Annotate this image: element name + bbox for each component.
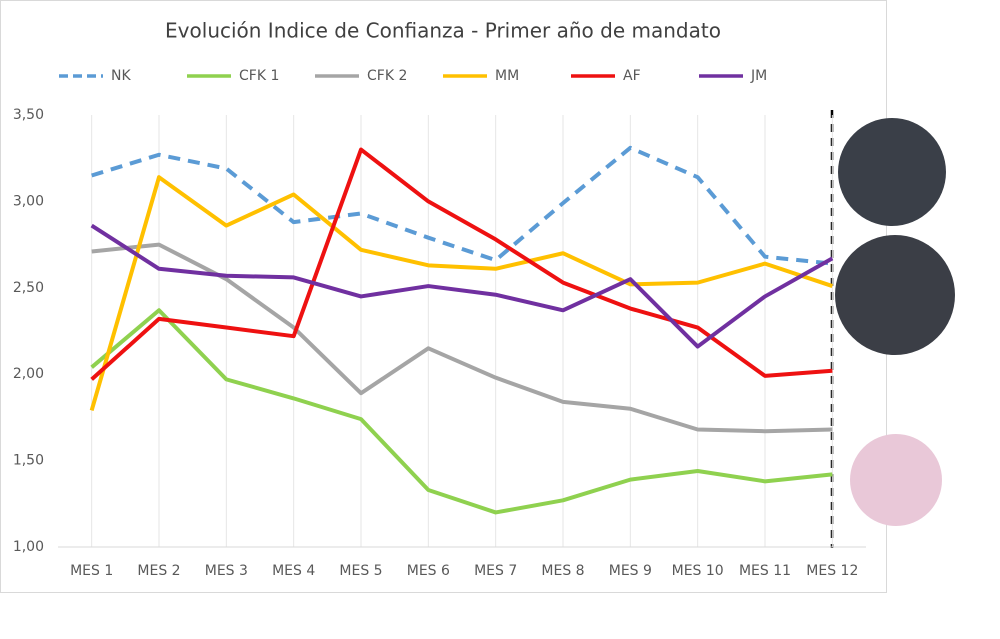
chart-title: Evolución Indice de Confianza - Primer a…	[165, 19, 721, 43]
legend-label: CFK 2	[367, 68, 407, 84]
x-tick-label: MES 6	[407, 563, 450, 579]
series-line	[90, 147, 833, 381]
legend-label: CFK 1	[239, 68, 279, 84]
chart-frame	[0, 0, 887, 593]
series-line	[89, 175, 833, 412]
y-tick-label: 1,00	[13, 539, 44, 555]
photos	[835, 118, 955, 526]
x-tick-label: MES 10	[672, 563, 724, 579]
x-tick-label: MES 9	[609, 563, 652, 579]
y-tick-label: 2,50	[13, 280, 44, 296]
x-tick-label: MES 8	[541, 563, 584, 579]
legend-label: AF	[623, 68, 641, 84]
x-tick-label: MES 2	[137, 563, 180, 579]
photo	[850, 434, 942, 526]
x-tick-label: MES 4	[272, 563, 315, 579]
x-tick-label: MES 11	[739, 563, 791, 579]
photo	[835, 235, 955, 355]
series-line	[90, 223, 834, 349]
x-tick-label: MES 3	[205, 563, 248, 579]
x-tick-label: MES 1	[70, 563, 113, 579]
y-tick-label: 1,50	[13, 453, 44, 469]
series-line	[90, 308, 833, 515]
x-tick-label: MES 5	[339, 563, 382, 579]
y-tick-label: 2,00	[13, 366, 44, 382]
x-tick-label: MES 12	[806, 563, 858, 579]
y-tick-label: 3,50	[13, 107, 44, 123]
x-tick-label: MES 7	[474, 563, 517, 579]
legend-label: NK	[111, 68, 131, 84]
y-tick-label: 3,00	[13, 193, 44, 209]
series-line	[91, 145, 833, 266]
photo	[838, 118, 946, 226]
legend-label: MM	[495, 68, 519, 84]
legend-label: JM	[750, 68, 767, 84]
